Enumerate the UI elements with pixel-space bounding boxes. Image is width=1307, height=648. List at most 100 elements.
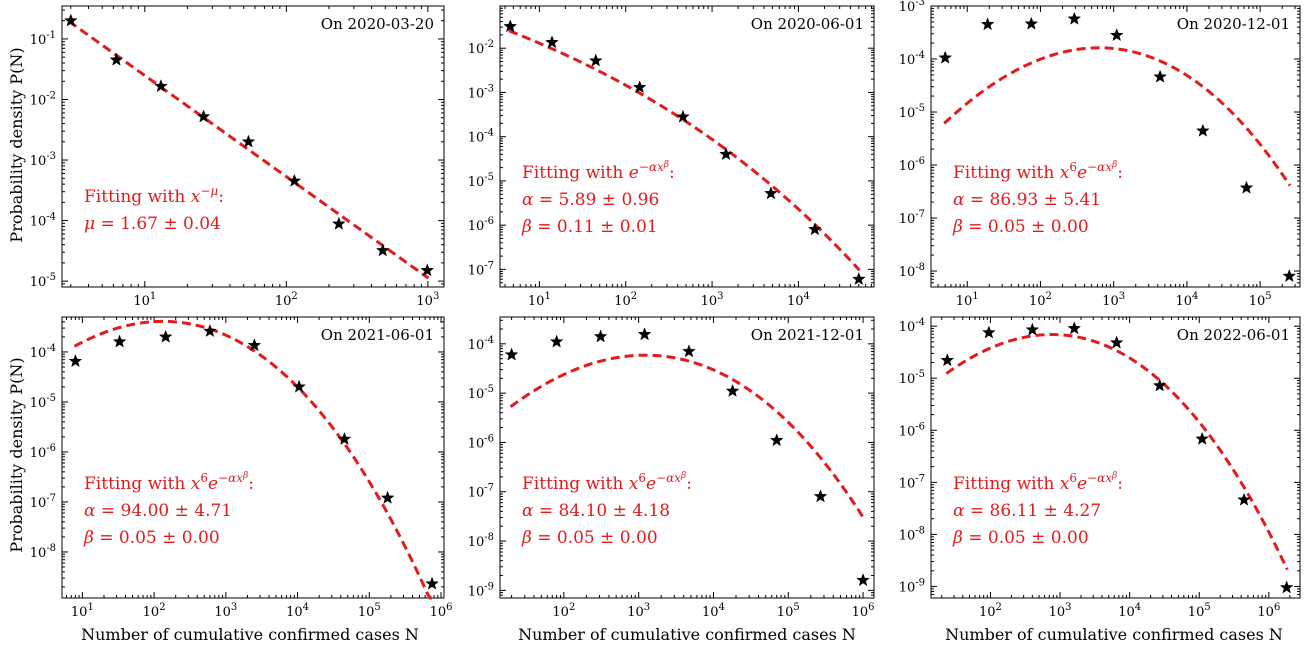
data-point — [938, 50, 953, 64]
y-tick-label: 10-7 — [30, 493, 56, 511]
data-point — [292, 379, 306, 393]
data-point — [380, 490, 395, 504]
data-point — [241, 134, 256, 148]
y-tick-label: 10-9 — [899, 577, 925, 595]
data-point — [337, 431, 352, 446]
y-tick-label: 10-6 — [468, 433, 494, 451]
fit-annotation-line: Fitting with x6e−αxβ: — [953, 471, 1123, 494]
y-tick-label: 10-5 — [468, 384, 494, 402]
fit-annotation-line: β = 0.05 ± 0.00 — [521, 528, 658, 548]
y-tick-label: 10-5 — [899, 369, 925, 387]
panel-title: On 2020-06-01 — [751, 15, 864, 33]
y-tick-label: 10-8 — [468, 532, 494, 550]
panel-3: 101 102 103 104 105 10-8 10-7 10-6 10-5 10-4 10-3 O… — [899, 0, 1301, 309]
data-point — [375, 243, 390, 257]
data-point — [980, 17, 995, 31]
data-point — [112, 334, 127, 348]
x-tick-label: 101 — [133, 291, 156, 309]
data-point — [503, 19, 518, 33]
data-point — [63, 13, 78, 27]
fit-annotation-line: β = 0.05 ± 0.00 — [83, 528, 220, 548]
y-tick-label: 10-1 — [30, 30, 56, 48]
x-tick-label: 101 — [528, 291, 551, 309]
x-tick-label: 102 — [143, 602, 166, 620]
panel-title: On 2021-06-01 — [321, 326, 434, 344]
y-tick-label: 10-3 — [899, 0, 925, 15]
x-tick-label: 101 — [71, 602, 94, 620]
data-point — [1282, 268, 1297, 283]
x-tick-label: 104 — [1118, 602, 1141, 620]
fit-annotation-line: α = 86.11 ± 4.27 — [953, 501, 1101, 521]
data-point — [154, 79, 168, 93]
fit-curve — [73, 319, 433, 600]
panel-1: 101 102 103 10-5 10-4 10-3 10-2 10-1 On 2020-03-… — [30, 5, 445, 309]
data-point — [637, 327, 652, 341]
fit-annotation-line: μ = 1.67 ± 0.04 — [84, 214, 221, 234]
y-tick-label: 10-7 — [468, 483, 494, 501]
fit-curve — [68, 20, 430, 280]
data-point — [247, 338, 262, 352]
panels-group: 101 102 103 10-5 10-4 10-3 10-2 10-1 On 2020-03-… — [30, 0, 1301, 620]
y-tick-label: 10-3 — [468, 83, 494, 101]
data-point — [331, 216, 346, 230]
data-point — [719, 147, 733, 161]
data-point — [504, 347, 519, 361]
data-point — [287, 173, 302, 187]
y-tick-label: 10-8 — [30, 543, 56, 561]
y-tick-label: 10-6 — [899, 156, 925, 174]
x-tick-label: 104 — [787, 291, 810, 309]
data-point — [1237, 492, 1251, 506]
y-tick-label: 10-6 — [468, 216, 494, 234]
x-tick-label: 103 — [1102, 291, 1125, 309]
data-point — [982, 325, 996, 339]
fit-annotation-line: α = 86.93 ± 5.41 — [953, 190, 1101, 210]
y-tick-label: 10-8 — [899, 525, 925, 543]
y-axis-title: Probability density P(N) — [7, 357, 26, 552]
x-axis-title-left: Number of cumulative confirmed cases N — [81, 625, 419, 644]
data-point — [808, 222, 822, 236]
data-point — [1195, 123, 1210, 137]
data-point — [196, 109, 211, 123]
panel-title: On 2022-06-01 — [1177, 326, 1290, 344]
plot-frame — [930, 5, 1301, 288]
data-point — [68, 354, 83, 368]
fit-annotation-line: α = 5.89 ± 0.96 — [522, 190, 659, 210]
y-tick-label: 10-7 — [899, 209, 925, 227]
data-point — [1195, 431, 1210, 445]
x-tick-label: 106 — [1257, 602, 1280, 620]
data-point — [549, 334, 564, 348]
y-tick-label: 10-4 — [468, 128, 494, 146]
x-tick-label: 105 — [358, 602, 381, 620]
y-tick-label: 10-6 — [899, 421, 925, 439]
x-tick-label: 104 — [1175, 291, 1198, 309]
x-tick-label: 102 — [614, 291, 637, 309]
fit-annotation-line: β = 0.05 ± 0.00 — [952, 528, 1089, 548]
data-point — [856, 573, 870, 587]
fit-annotation-line: α = 94.00 ± 4.71 — [84, 501, 232, 521]
data-point — [725, 383, 740, 397]
y-tick-label: 10-5 — [30, 393, 56, 411]
y-tick-label: 10-5 — [899, 103, 925, 121]
panel-title: On 2021-12-01 — [751, 326, 864, 344]
x-tick-label: 102 — [552, 602, 575, 620]
data-point — [1109, 28, 1124, 42]
x-tick-label: 103 — [627, 602, 650, 620]
x-tick-label: 103 — [214, 602, 237, 620]
y-tick-label: 10-8 — [899, 262, 925, 280]
data-point — [425, 576, 439, 590]
plot-frame — [930, 316, 1301, 599]
data-point — [1152, 378, 1167, 392]
fit-annotation-line: Fitting with x−μ: — [84, 184, 224, 207]
x-tick-label: 106 — [852, 602, 875, 620]
x-tick-label: 104 — [286, 602, 309, 620]
data-point — [588, 53, 603, 67]
data-point — [764, 186, 778, 200]
data-point — [593, 329, 608, 343]
data-point — [1153, 69, 1167, 83]
data-point — [1067, 321, 1082, 335]
data-point — [851, 271, 866, 286]
panel-title: On 2020-12-01 — [1177, 15, 1290, 33]
x-tick-label: 101 — [956, 291, 979, 309]
plot-frame — [61, 5, 445, 288]
